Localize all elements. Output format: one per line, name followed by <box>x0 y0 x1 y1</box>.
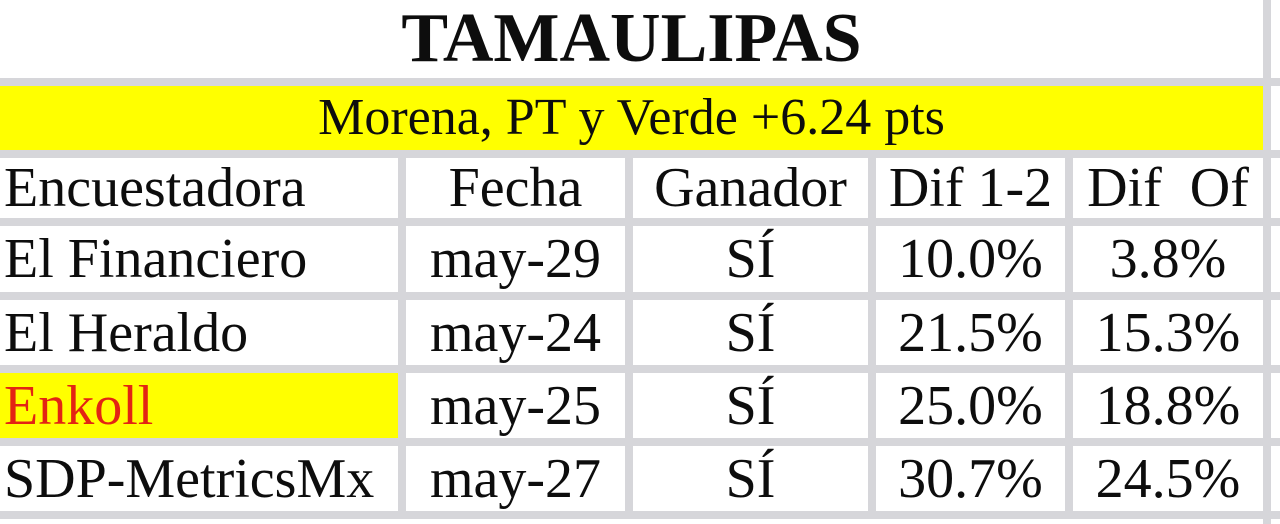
col-header-fecha: Fecha <box>406 158 625 218</box>
cell-dif-of: 18.8% <box>1073 373 1263 438</box>
grid-line-vertical-3 <box>868 158 876 519</box>
page-title: TAMAULIPAS <box>0 0 1263 78</box>
cell-encuestadora: SDP-MetricsMx <box>0 446 398 511</box>
cell-dif-1-2: 30.7% <box>876 446 1065 511</box>
cell-fecha: may-27 <box>406 446 625 511</box>
cell-ganador: SÍ <box>633 226 868 292</box>
grid-line-below-banner <box>0 150 1280 158</box>
grid-line-bottom <box>0 511 1280 519</box>
grid-line-vertical-1 <box>398 158 406 519</box>
cell-dif-1-2: 25.0% <box>876 373 1065 438</box>
cell-encuestadora: Enkoll <box>0 373 398 438</box>
cell-fecha: may-24 <box>406 300 625 365</box>
grid-line-below-row-2 <box>0 365 1280 373</box>
col-header-dif-of: Dif Of <box>1073 158 1263 218</box>
col-header-dif-1-2: Dif 1-2 <box>876 158 1065 218</box>
subtitle-banner: Morena, PT y Verde +6.24 pts <box>0 86 1263 150</box>
cell-ganador: SÍ <box>633 300 868 365</box>
grid-line-below-header <box>0 218 1280 226</box>
grid-line-vertical-4 <box>1065 158 1073 519</box>
cell-dif-of: 15.3% <box>1073 300 1263 365</box>
col-header-ganador: Ganador <box>633 158 868 218</box>
grid-line-below-row-1 <box>0 292 1280 300</box>
grid-line-vertical-2 <box>625 158 633 519</box>
col-header-encuestadora: Encuestadora <box>0 158 398 218</box>
cell-encuestadora: El Heraldo <box>0 300 398 365</box>
cell-fecha: may-25 <box>406 373 625 438</box>
cell-dif-of: 3.8% <box>1073 226 1263 292</box>
cell-dif-1-2: 21.5% <box>876 300 1065 365</box>
cell-dif-1-2: 10.0% <box>876 226 1065 292</box>
cell-ganador: SÍ <box>633 446 868 511</box>
grid-line-vertical-right <box>1263 0 1271 524</box>
grid-line-below-title <box>0 78 1280 86</box>
grid-line-below-row-3 <box>0 438 1280 446</box>
cell-ganador: SÍ <box>633 373 868 438</box>
cell-dif-of: 24.5% <box>1073 446 1263 511</box>
cell-encuestadora: El Financiero <box>0 226 398 292</box>
cell-fecha: may-29 <box>406 226 625 292</box>
